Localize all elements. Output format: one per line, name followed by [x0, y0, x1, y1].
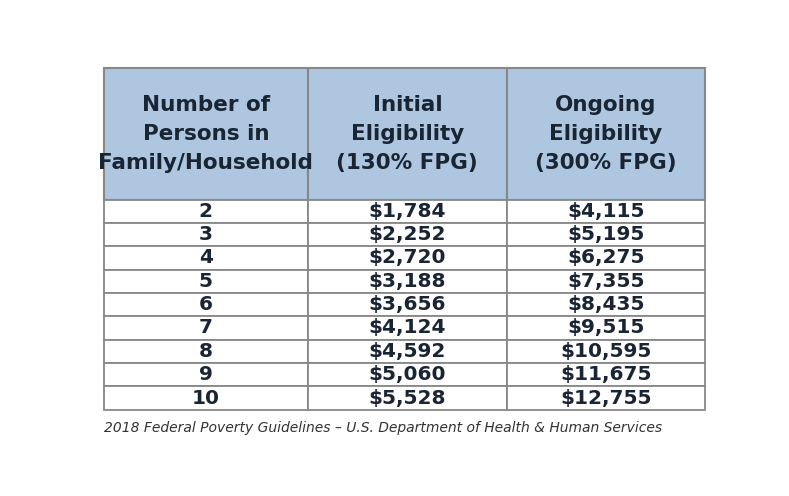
FancyBboxPatch shape [308, 386, 507, 410]
Text: 3: 3 [199, 225, 213, 244]
FancyBboxPatch shape [103, 246, 308, 270]
FancyBboxPatch shape [308, 270, 507, 293]
Text: $4,124: $4,124 [368, 318, 446, 337]
Text: Ongoing
Eligibility
(300% FPG): Ongoing Eligibility (300% FPG) [535, 95, 677, 173]
FancyBboxPatch shape [103, 68, 308, 199]
Text: $11,675: $11,675 [560, 365, 652, 384]
Text: $7,355: $7,355 [567, 272, 645, 291]
FancyBboxPatch shape [103, 270, 308, 293]
Text: 8: 8 [199, 342, 213, 361]
FancyBboxPatch shape [103, 293, 308, 316]
Text: $10,595: $10,595 [560, 342, 652, 361]
Text: $2,720: $2,720 [368, 248, 446, 267]
FancyBboxPatch shape [308, 68, 507, 199]
FancyBboxPatch shape [507, 293, 705, 316]
Text: $4,115: $4,115 [567, 202, 645, 221]
Text: $1,784: $1,784 [368, 202, 446, 221]
FancyBboxPatch shape [507, 386, 705, 410]
FancyBboxPatch shape [103, 223, 308, 246]
Text: $6,275: $6,275 [567, 248, 645, 267]
Text: $9,515: $9,515 [567, 318, 645, 337]
FancyBboxPatch shape [507, 340, 705, 363]
FancyBboxPatch shape [507, 246, 705, 270]
FancyBboxPatch shape [308, 223, 507, 246]
FancyBboxPatch shape [308, 199, 507, 223]
Text: 2: 2 [199, 202, 213, 221]
FancyBboxPatch shape [308, 316, 507, 340]
Text: 7: 7 [199, 318, 213, 337]
FancyBboxPatch shape [308, 293, 507, 316]
Text: $2,252: $2,252 [368, 225, 446, 244]
FancyBboxPatch shape [507, 363, 705, 386]
Text: $5,195: $5,195 [567, 225, 645, 244]
FancyBboxPatch shape [103, 363, 308, 386]
Text: $3,656: $3,656 [368, 295, 446, 314]
FancyBboxPatch shape [103, 316, 308, 340]
FancyBboxPatch shape [507, 199, 705, 223]
FancyBboxPatch shape [103, 386, 308, 410]
FancyBboxPatch shape [507, 316, 705, 340]
FancyBboxPatch shape [308, 246, 507, 270]
Text: Initial
Eligibility
(130% FPG): Initial Eligibility (130% FPG) [336, 95, 478, 173]
Text: 10: 10 [192, 388, 220, 408]
FancyBboxPatch shape [507, 270, 705, 293]
Text: $5,060: $5,060 [368, 365, 446, 384]
Text: 9: 9 [199, 365, 213, 384]
Text: $5,528: $5,528 [368, 388, 446, 408]
Text: 2018 Federal Poverty Guidelines – U.S. Department of Health & Human Services: 2018 Federal Poverty Guidelines – U.S. D… [103, 422, 662, 435]
Text: $12,755: $12,755 [560, 388, 652, 408]
FancyBboxPatch shape [308, 363, 507, 386]
FancyBboxPatch shape [507, 223, 705, 246]
Text: 6: 6 [199, 295, 213, 314]
FancyBboxPatch shape [103, 340, 308, 363]
Text: Number of
Persons in
Family/Household: Number of Persons in Family/Household [99, 95, 313, 173]
Text: 4: 4 [199, 248, 213, 267]
FancyBboxPatch shape [507, 68, 705, 199]
Text: $8,435: $8,435 [567, 295, 645, 314]
Text: 5: 5 [199, 272, 213, 291]
FancyBboxPatch shape [308, 340, 507, 363]
Text: $4,592: $4,592 [368, 342, 446, 361]
Text: $3,188: $3,188 [368, 272, 446, 291]
FancyBboxPatch shape [103, 199, 308, 223]
